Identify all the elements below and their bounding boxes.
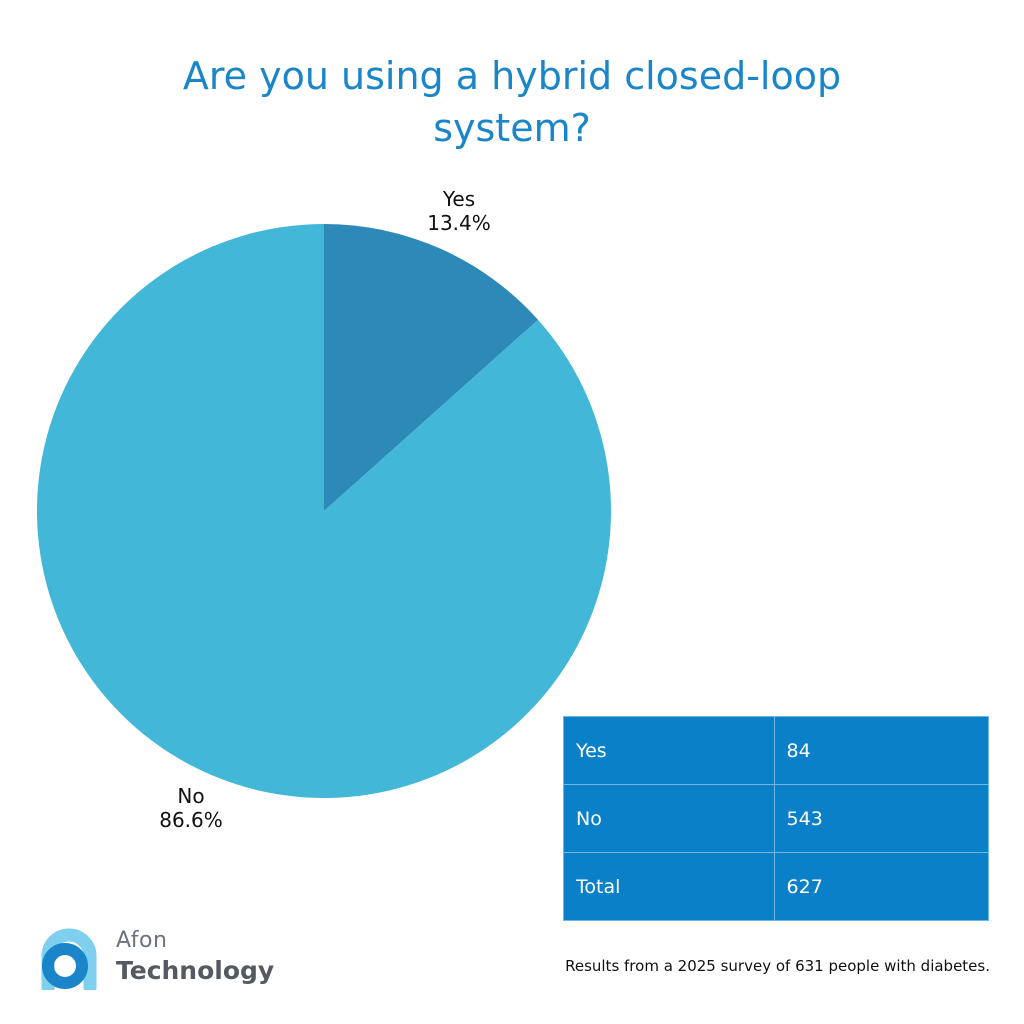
slice-label-no-name: No <box>177 784 205 808</box>
slice-label-yes-percent: 13.4% <box>427 211 491 235</box>
afon-logo-icon <box>41 928 97 990</box>
table-cell-label: Total <box>563 852 775 921</box>
logo-word-technology: Technology <box>116 956 275 985</box>
survey-footnote: Results from a 2025 survey of 631 people… <box>565 957 990 975</box>
table-cell-value: 627 <box>773 852 990 921</box>
results-table: Yes 84 No 543 Total 627 <box>563 716 990 921</box>
table-cell-value: 84 <box>773 716 990 785</box>
chart-title: Are you using a hybrid closed-loop syste… <box>182 54 842 150</box>
slice-label-no-percent: 86.6% <box>159 808 223 832</box>
logo-word-afon: Afon <box>116 928 168 953</box>
table-row: Yes 84 <box>563 716 990 785</box>
table-cell-label: Yes <box>563 716 775 785</box>
slice-label-no: No 86.6% <box>131 784 251 832</box>
table-row: No 543 <box>563 784 990 853</box>
slice-label-yes: Yes 13.4% <box>399 187 519 235</box>
pie-slice-yes <box>324 224 539 511</box>
table-cell-label: No <box>563 784 775 853</box>
pie-slice-no <box>36 224 611 798</box>
table-row: Total 627 <box>563 852 990 921</box>
afon-technology-logo: Afon Technology <box>34 920 274 992</box>
table-cell-value: 543 <box>773 784 990 853</box>
slice-label-yes-name: Yes <box>442 187 476 211</box>
